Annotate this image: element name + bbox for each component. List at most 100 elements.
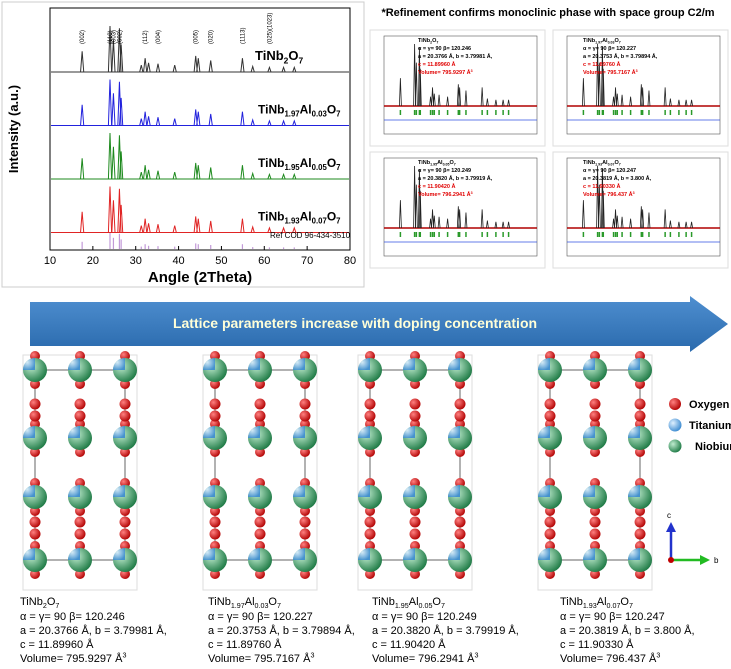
xrd-peak [119,97,124,126]
formula-part: O [268,596,277,608]
formula-part: 7 [298,55,303,65]
refinement-peak [668,98,672,107]
panel-ab: a = 20.3819 Å, b = 3.800 Å, [583,175,652,182]
formula-part: 7 [454,162,456,166]
oxygen-atom [209,398,221,410]
xrd-peak [111,93,116,126]
refinement-peak [414,184,418,229]
formula-part: Al [300,210,312,224]
refinement-peak [614,209,617,229]
volume-sup: 3 [636,69,638,73]
formula-part: 1.95 [284,163,300,172]
xrd-peak [80,158,85,180]
xrd-peak [193,55,198,73]
formula-part: O [615,38,620,44]
refinement-peak [446,218,450,229]
refinement-peak [432,215,436,229]
xrd-peak [193,216,198,233]
formula-part: Al [300,103,312,117]
oxygen-atom [74,516,86,528]
titanium-atom [583,548,595,560]
formula-part: Al [597,596,607,608]
xrd-peak [139,118,144,126]
titanium-atom [248,485,260,497]
xrd-peak [250,171,255,180]
titanium-atom [448,426,460,438]
peak-label: (002) [80,30,86,44]
titanium-atom [403,358,415,370]
titanium-atom [358,548,370,560]
refinement-peak [581,200,585,229]
panel-frame [369,151,546,269]
titanium-atom [113,485,125,497]
arrow-label: Lattice parameters increase with doping … [173,315,537,331]
formula-part: TiNb [20,596,43,608]
refinement-peak [690,99,693,107]
titanium-atom [203,548,215,560]
formula-part: 7 [629,602,633,610]
x-axis-label: Angle (2Theta) [148,269,252,286]
titanium-atom [248,548,260,560]
refinement-peak [663,87,667,107]
formula-part: O [47,596,56,608]
panel-axes [566,35,721,135]
formula-part: 7 [619,40,621,44]
structure-formula: TiNb1.97Al0.03O7 [208,596,281,610]
axis-c-label: c [667,511,671,520]
formula-part: TiNb [258,156,284,170]
refinement-peak [398,200,402,229]
formula-part: 7 [336,110,340,119]
oxygen-atom [29,410,41,422]
panel-c: c = 11.89760 Å [583,61,620,68]
panel-formula: TiNb1.97Al0.03O7 [583,38,621,44]
titanium-atom [293,426,305,438]
oxygen-atom [119,398,131,410]
xrd-peak [139,64,144,73]
oxygen-atom [544,398,556,410]
formula-part: TiNb [372,596,395,608]
xrd-peak [107,186,113,233]
xrd-peak [143,111,148,126]
xrd-peak [292,172,297,180]
xrd-peak [111,200,116,233]
panel-frame [552,151,729,269]
refinement-peak [494,221,498,229]
oxygen-atom [634,528,646,540]
oxygen-atom [209,410,221,422]
refinement-peak [647,90,651,107]
refinement-title: *Refinement confirms monoclinic phase wi… [381,7,714,19]
formula-part: O [620,596,629,608]
xrd-peak [155,170,161,180]
panel-volume: Volume= 796.437 Å3 [583,191,635,198]
legend-swatch [669,398,681,410]
refinement-peak [581,78,585,107]
refinement-peak [597,62,601,107]
structure-angles: α = γ= 90 β= 120.227 [208,611,313,623]
structure-volume: Volume= 795.7167 Å3 [208,652,314,665]
structure-formula: TiNb2O7 [20,596,59,610]
xrd-peak [107,25,113,73]
peak-label: (1113) [240,28,246,44]
oxygen-atom [409,398,421,410]
formula-part: 7 [55,602,59,610]
panel-ab: a = 20.3766 Å, b = 3.79981 Å, [418,53,493,60]
legend-swatch [668,418,682,432]
xrd-peak [139,225,144,233]
titanium-atom [248,426,260,438]
xrd-peak [80,104,85,126]
panel-formula: TiNb1.95Al0.05O7 [418,160,456,166]
formula-part: 7 [336,163,340,172]
refinement-peak [464,212,468,229]
titanium-atom [68,426,80,438]
titanium-atom [358,426,370,438]
oxygen-atom [364,398,376,410]
titanium-atom [203,485,215,497]
formula-part: 0.03 [608,40,615,44]
titanium-atom [628,548,640,560]
xrd-peak [208,60,213,73]
xrd-peak [172,118,177,126]
refinement-peak [418,190,422,229]
